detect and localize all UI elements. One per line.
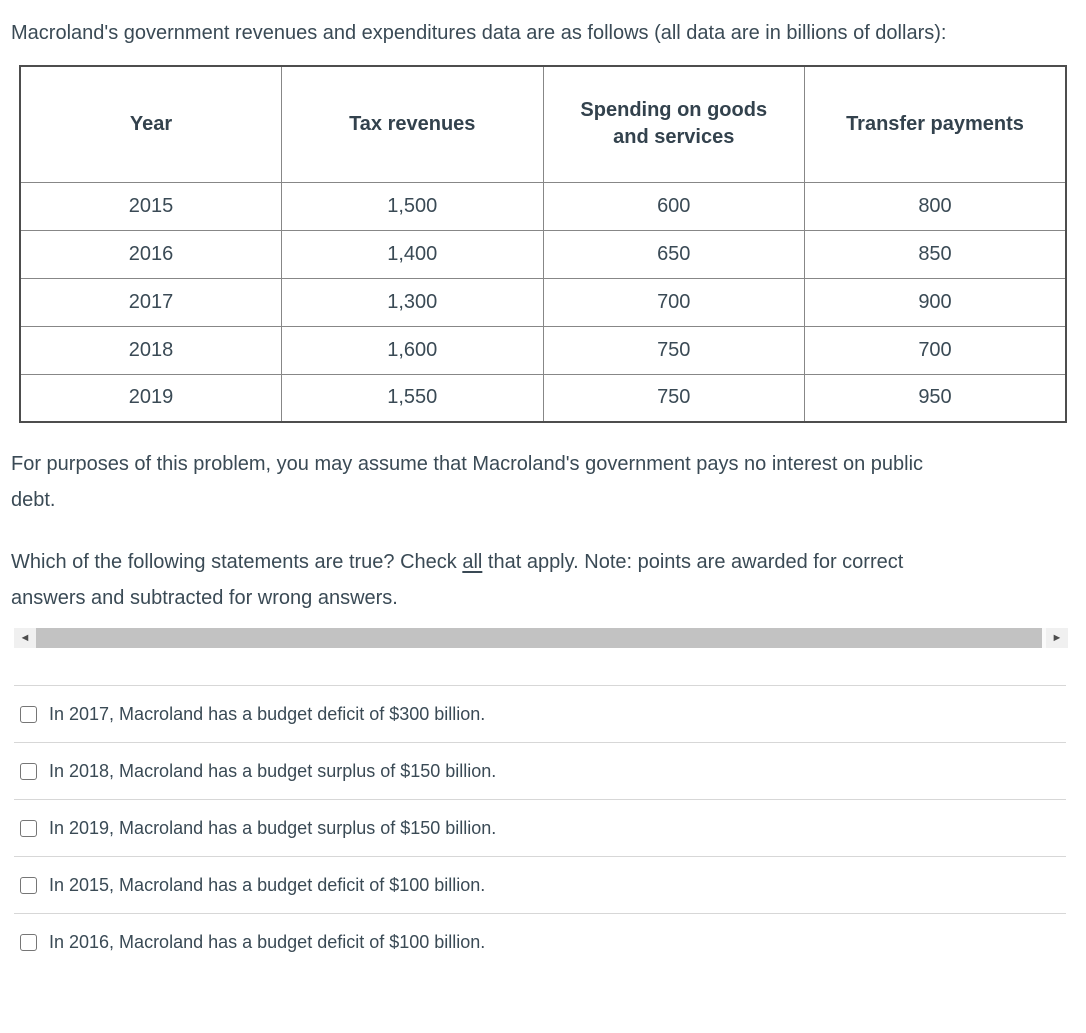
answer-option: In 2017, Macroland has a budget deficit … bbox=[14, 685, 1066, 742]
table-header-year: Year bbox=[19, 65, 282, 183]
option-label[interactable]: In 2015, Macroland has a budget deficit … bbox=[49, 874, 486, 895]
table-cell: 1,550 bbox=[281, 373, 544, 423]
horizontal-scrollbar[interactable]: ◄ ► bbox=[14, 628, 1068, 648]
question-suffix: that apply. Note: points are awarded for… bbox=[11, 551, 904, 609]
table-cell: 750 bbox=[542, 325, 805, 375]
table-cell: 1,300 bbox=[281, 277, 544, 327]
table-cell: 850 bbox=[804, 229, 1067, 279]
answer-options-list: In 2017, Macroland has a budget deficit … bbox=[14, 685, 1066, 970]
revenues-expenditures-table: Year Tax revenues Spending on goods and … bbox=[19, 65, 1067, 423]
table-header-row: Year Tax revenues Spending on goods and … bbox=[19, 65, 1067, 183]
question-text: Which of the following statements are tr… bbox=[11, 544, 969, 616]
table-cell: 2018 bbox=[19, 325, 282, 375]
assumption-text: For purposes of this problem, you may as… bbox=[11, 453, 924, 511]
table-cell: 2017 bbox=[19, 277, 282, 327]
intro-text: Macroland's government revenues and expe… bbox=[11, 22, 947, 44]
table-cell: 2016 bbox=[19, 229, 282, 279]
scroll-left-button[interactable]: ◄ bbox=[14, 628, 36, 648]
table-cell: 700 bbox=[804, 325, 1067, 375]
option-checkbox[interactable] bbox=[20, 762, 37, 780]
left-triangle-icon: ◄ bbox=[19, 632, 31, 644]
option-label[interactable]: In 2018, Macroland has a budget surplus … bbox=[49, 760, 497, 781]
table-cell: 2015 bbox=[19, 181, 282, 231]
table-header-spending: Spending on goods and services bbox=[542, 65, 805, 183]
table-cell: 2019 bbox=[19, 373, 282, 423]
option-label[interactable]: In 2016, Macroland has a budget deficit … bbox=[49, 931, 486, 952]
table-cell: 650 bbox=[542, 229, 805, 279]
answer-option: In 2016, Macroland has a budget deficit … bbox=[14, 913, 1066, 970]
table-row: 2015 1,500 600 800 bbox=[19, 181, 1067, 231]
option-checkbox[interactable] bbox=[20, 933, 37, 951]
table-cell: 1,400 bbox=[281, 229, 544, 279]
table-cell: 1,500 bbox=[281, 181, 544, 231]
table-cell: 750 bbox=[542, 373, 805, 423]
right-triangle-icon: ► bbox=[1051, 632, 1063, 644]
answer-option: In 2015, Macroland has a budget deficit … bbox=[14, 856, 1066, 913]
table-cell: 900 bbox=[804, 277, 1067, 327]
table-header-transfer-payments: Transfer payments bbox=[804, 65, 1067, 183]
table-cell: 800 bbox=[804, 181, 1067, 231]
table-cell: 700 bbox=[542, 277, 805, 327]
table-row: 2019 1,550 750 950 bbox=[19, 373, 1067, 423]
table-row: 2017 1,300 700 900 bbox=[19, 277, 1067, 327]
option-checkbox[interactable] bbox=[20, 705, 37, 723]
table-row: 2016 1,400 650 850 bbox=[19, 229, 1067, 279]
answer-option: In 2019, Macroland has a budget surplus … bbox=[14, 799, 1066, 856]
table-header-tax-revenues: Tax revenues bbox=[281, 65, 544, 183]
option-checkbox[interactable] bbox=[20, 876, 37, 894]
scroll-right-button[interactable]: ► bbox=[1046, 628, 1068, 648]
answer-option: In 2018, Macroland has a budget surplus … bbox=[14, 742, 1066, 799]
scrollbar-thumb[interactable] bbox=[36, 628, 1042, 648]
table-row: 2018 1,600 750 700 bbox=[19, 325, 1067, 375]
table-cell: 950 bbox=[804, 373, 1067, 423]
table-cell: 1,600 bbox=[281, 325, 544, 375]
table-cell: 600 bbox=[542, 181, 805, 231]
option-label[interactable]: In 2017, Macroland has a budget deficit … bbox=[49, 703, 486, 724]
option-label[interactable]: In 2019, Macroland has a budget surplus … bbox=[49, 817, 497, 838]
question-prefix: Which of the following statements are tr… bbox=[11, 551, 463, 573]
option-checkbox[interactable] bbox=[20, 819, 37, 837]
question-underlined-all: all bbox=[462, 551, 483, 573]
